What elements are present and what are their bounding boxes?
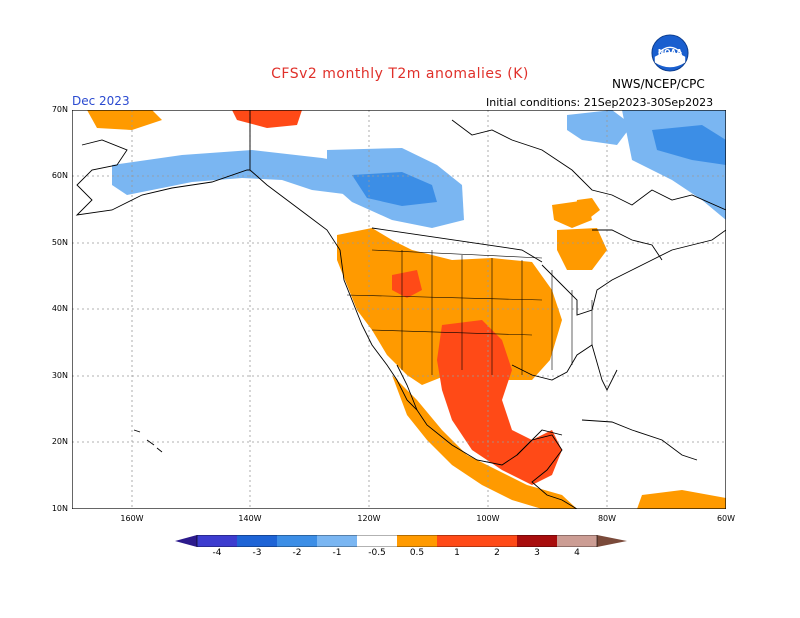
lon-label-140w: 140W (238, 514, 262, 523)
noaa-logo-text: NOAA (658, 48, 682, 57)
lat-label-40n: 40N (51, 304, 68, 313)
legend-swatch-n2 (277, 535, 317, 547)
legend-swatch-n3 (237, 535, 277, 547)
noaa-logo-icon: NOAA (651, 34, 689, 72)
agency-label: NWS/NCEP/CPC (612, 77, 705, 91)
legend-label-m2: -2 (292, 548, 302, 558)
legend-swatch-p2 (437, 535, 477, 547)
lon-label-100w: 100W (476, 514, 500, 523)
legend-label-m1: -1 (332, 548, 342, 558)
legend-label-p1: 1 (454, 548, 460, 558)
warm-anomaly-regions (337, 198, 726, 509)
coastlines (75, 110, 726, 509)
lat-label-70n: 70N (51, 105, 68, 114)
legend-swatch-n4 (197, 535, 237, 547)
forecast-month: Dec 2023 (72, 94, 130, 108)
legend-label-p05: 0.5 (409, 548, 425, 558)
strong-cool-anomaly-regions (352, 125, 726, 206)
lat-label-50n: 50N (51, 238, 68, 247)
initial-conditions: Initial conditions: 21Sep2023-30Sep2023 (486, 96, 714, 109)
lon-label-160w: 160W (120, 514, 144, 523)
legend-arrow-left (175, 535, 197, 547)
legend-swatch-p4 (517, 535, 557, 547)
lat-label-30n: 30N (51, 371, 68, 380)
legend-swatch-neutral (357, 535, 397, 547)
legend-swatch-p5 (557, 535, 597, 547)
legend-label-m05: -0.5 (368, 548, 386, 558)
legend-label-m4: -4 (212, 548, 222, 558)
lat-label-20n: 20N (51, 437, 68, 446)
lat-lon-grid (72, 110, 726, 509)
legend-label-p4: 4 (574, 548, 580, 558)
lat-label-60n: 60N (51, 171, 68, 180)
warm-coast-strip (87, 110, 592, 228)
legend-label-p2: 2 (494, 548, 500, 558)
legend-arrow-right (597, 535, 627, 547)
lon-label-60w: 60W (716, 514, 736, 523)
map-title: CFSv2 monthly T2m anomalies (K) (271, 66, 529, 82)
strong-warm-anomaly-regions (232, 110, 562, 485)
lat-label-10n: 10N (51, 504, 68, 513)
legend-label-m3: -3 (252, 548, 262, 558)
legend-swatch-p3 (477, 535, 517, 547)
state-borders (346, 249, 593, 375)
lon-label-120w: 120W (357, 514, 381, 523)
legend-label-p3: 3 (534, 548, 540, 558)
lon-label-80w: 80W (597, 514, 617, 523)
color-legend-bar (175, 535, 627, 547)
legend-swatch-n1 (317, 535, 357, 547)
anomaly-map (72, 110, 726, 509)
legend-swatch-p1 (397, 535, 437, 547)
